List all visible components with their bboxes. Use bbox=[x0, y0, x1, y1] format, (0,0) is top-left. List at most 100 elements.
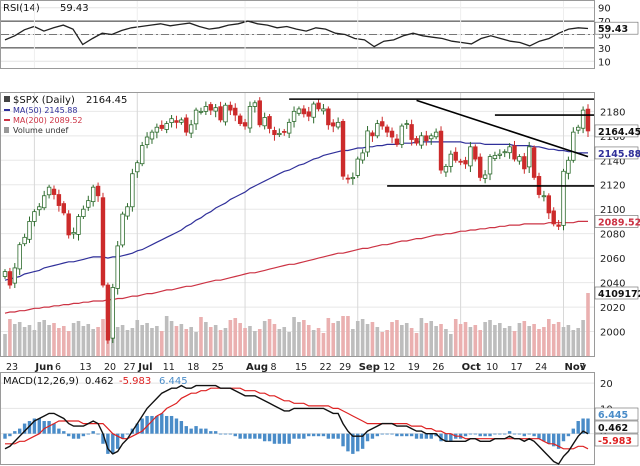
candle-body bbox=[335, 121, 341, 128]
volume-bar bbox=[292, 317, 296, 356]
macd-histogram-bar bbox=[66, 433, 71, 437]
candle-body bbox=[90, 186, 96, 203]
macd-histogram-bar bbox=[204, 428, 208, 434]
price-tick-label: 2160 bbox=[600, 132, 625, 143]
volume-bar bbox=[228, 320, 233, 356]
x-axis-label: Oct bbox=[462, 362, 481, 373]
candle-body bbox=[32, 211, 37, 222]
macd-histogram-bar bbox=[439, 433, 443, 442]
rsi-tick-label: 50 bbox=[598, 31, 611, 42]
price-panel: 2180216021402120210020802060204020202000… bbox=[0, 1, 625, 464]
volume-bar bbox=[218, 330, 223, 356]
candle-body bbox=[370, 132, 375, 137]
macd-histogram-bar bbox=[473, 433, 478, 435]
candle-body bbox=[394, 138, 400, 145]
volume-bar bbox=[346, 316, 350, 356]
macd-histogram-bar bbox=[351, 433, 355, 454]
volume-bar bbox=[42, 320, 46, 356]
volume-bar bbox=[522, 321, 527, 356]
macd-histogram-bar bbox=[493, 433, 497, 435]
candle-body bbox=[429, 135, 434, 140]
macd-histogram-bar bbox=[522, 433, 527, 437]
volume-bar bbox=[439, 324, 443, 356]
volume-bar bbox=[22, 327, 27, 356]
macd-histogram-bar bbox=[223, 433, 228, 435]
macd-histogram-bar bbox=[164, 415, 169, 434]
candle-body bbox=[522, 156, 527, 170]
price-tick-label: 2180 bbox=[600, 107, 625, 118]
macd-histogram-value: 6.445 bbox=[159, 376, 188, 387]
legend-volume: Volume undef bbox=[13, 126, 68, 135]
x-axis-label: 6 bbox=[55, 362, 61, 373]
volume-bar bbox=[194, 332, 198, 356]
candle-body bbox=[512, 145, 517, 160]
volume-bar bbox=[507, 326, 512, 356]
candle-body bbox=[340, 120, 346, 177]
volume-bar bbox=[257, 329, 262, 356]
ma50-badge-box bbox=[594, 146, 639, 160]
macd-histogram-bar bbox=[258, 433, 262, 439]
macd-signal-badge-box bbox=[594, 407, 639, 421]
macd-histogram-bar bbox=[302, 433, 306, 439]
volume-bar bbox=[311, 330, 316, 356]
volume-bar bbox=[566, 325, 571, 356]
volume-bar bbox=[463, 322, 468, 356]
candle-body bbox=[424, 135, 429, 142]
volume-bar bbox=[91, 329, 95, 356]
macd-histogram-bar bbox=[76, 433, 81, 439]
macd-histogram-bar bbox=[395, 433, 399, 437]
macd-histogram-bar bbox=[32, 418, 37, 434]
rsi-panel: 9070503010 RSI(14) 59.43 bbox=[0, 0, 611, 69]
volume-bar bbox=[120, 325, 125, 356]
candle-body bbox=[468, 146, 473, 167]
candle-body bbox=[438, 130, 444, 171]
volume-bar bbox=[12, 324, 17, 356]
candle-body bbox=[95, 185, 101, 197]
candle-body bbox=[580, 109, 586, 129]
price-tick-label: 2000 bbox=[600, 328, 625, 339]
x-axis-label: 29 bbox=[339, 362, 351, 373]
rsi-tick-label: 10 bbox=[598, 57, 611, 68]
volume-bar bbox=[395, 320, 399, 356]
volume-bar bbox=[213, 325, 218, 356]
macd-histogram-bar bbox=[307, 433, 311, 437]
macd-histogram-bar bbox=[213, 431, 218, 434]
volume-bar bbox=[365, 324, 370, 356]
volume-bar bbox=[238, 323, 242, 356]
x-axis-label: 27 bbox=[124, 362, 136, 373]
macd-histogram-bar bbox=[321, 433, 326, 437]
macd-histogram-bar bbox=[341, 433, 345, 447]
macd-histogram-bar bbox=[96, 433, 100, 435]
volume-bar bbox=[272, 324, 277, 356]
candle-body bbox=[71, 232, 76, 235]
rsi-title: RSI(14) bbox=[3, 3, 40, 14]
volume-bar bbox=[66, 331, 71, 356]
macd-histogram-bar bbox=[434, 433, 438, 437]
macd-histogram-bar bbox=[478, 433, 482, 437]
price-legend: $SPX (Daily) 2164.45 MA(50) 2145.88 MA(2… bbox=[4, 95, 127, 135]
macd-histogram-bar bbox=[527, 433, 531, 435]
legend-ma50: MA(50) 2145.88 bbox=[13, 106, 77, 115]
x-axis-label: 23 bbox=[6, 362, 18, 373]
candle-body bbox=[443, 165, 449, 173]
macd-histogram-bar bbox=[468, 433, 473, 435]
candle-body bbox=[375, 123, 380, 137]
candle-body bbox=[61, 203, 66, 214]
candle-body bbox=[345, 177, 351, 180]
macd-histogram-bar bbox=[444, 433, 448, 442]
volume-bar bbox=[449, 334, 453, 356]
x-axis-label: Sep bbox=[359, 362, 380, 373]
volume-bar bbox=[277, 329, 282, 356]
price-tick-label: 2100 bbox=[600, 205, 625, 216]
candle-body bbox=[296, 108, 302, 114]
rsi-tick-label: 30 bbox=[598, 44, 611, 55]
macd-histogram-bar bbox=[566, 433, 571, 437]
volume-bar bbox=[527, 326, 532, 356]
candle-body bbox=[458, 160, 463, 163]
macd-histogram-bar bbox=[488, 433, 492, 437]
volume-bar bbox=[316, 328, 321, 356]
price-tick-label: 2040 bbox=[600, 279, 625, 290]
macd-histogram-bar bbox=[3, 433, 7, 439]
volume-bar bbox=[355, 321, 360, 356]
